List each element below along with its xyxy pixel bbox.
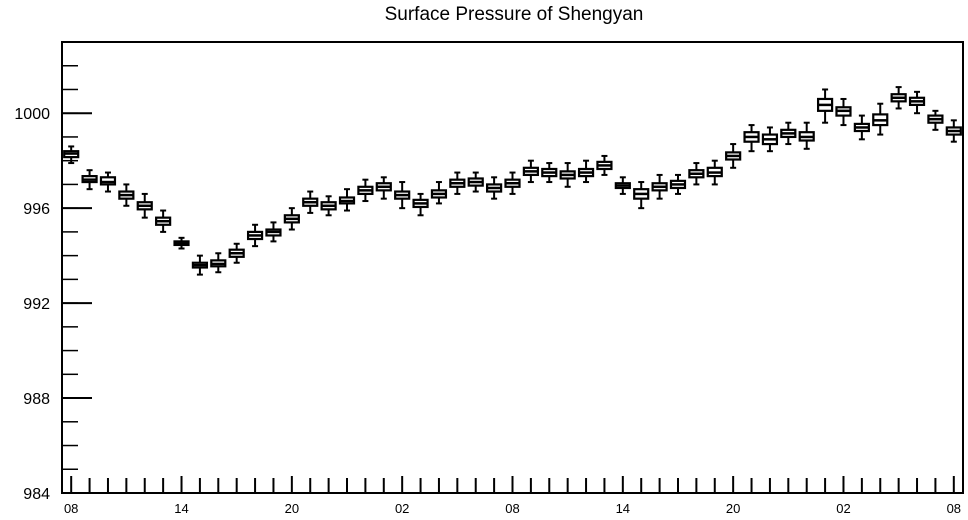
box	[651, 173, 668, 200]
box	[761, 126, 779, 153]
boxes	[63, 86, 962, 276]
box	[872, 102, 889, 136]
box	[835, 97, 852, 127]
box	[522, 159, 539, 184]
box	[596, 154, 613, 176]
x-tick-label: 20	[726, 501, 740, 516]
box	[633, 181, 650, 210]
box	[945, 119, 962, 143]
x-tick-label: 20	[285, 501, 299, 516]
box	[81, 169, 98, 191]
box	[743, 124, 760, 153]
box	[890, 86, 907, 110]
y-minor-ticks	[62, 41, 78, 494]
box	[357, 178, 374, 203]
box	[577, 159, 595, 184]
box	[688, 162, 705, 186]
box	[430, 181, 448, 205]
box	[136, 192, 153, 219]
box	[504, 171, 521, 195]
y-tick-label: 1000	[14, 106, 50, 123]
box	[210, 252, 227, 274]
box	[780, 121, 797, 146]
box	[302, 190, 319, 214]
x-tick-label: 14	[174, 501, 188, 516]
box	[908, 90, 926, 115]
box	[283, 207, 300, 231]
x-tick-label: 08	[947, 501, 961, 516]
box	[614, 176, 631, 195]
x-tick-label: 08	[505, 501, 519, 516]
box	[63, 145, 80, 165]
box	[118, 183, 135, 207]
y-tick-label: 984	[23, 486, 50, 503]
box	[265, 221, 282, 243]
box	[725, 143, 742, 169]
box	[155, 209, 172, 233]
box	[228, 242, 245, 264]
y-tick-label: 992	[23, 296, 50, 313]
box	[853, 114, 870, 141]
box	[541, 162, 558, 184]
y-axis: 984 988 992 996 1000	[14, 106, 92, 503]
box	[246, 223, 264, 248]
box	[320, 195, 337, 217]
box	[669, 173, 687, 195]
box	[99, 171, 117, 193]
x-tick-label: 02	[836, 501, 850, 516]
box	[191, 254, 209, 276]
box	[338, 188, 356, 212]
box	[412, 192, 429, 217]
box	[449, 171, 466, 195]
x-tick-label: 02	[395, 501, 409, 516]
y-tick-label: 996	[23, 201, 50, 218]
box	[559, 162, 576, 188]
box	[394, 181, 411, 210]
y-tick-label: 988	[23, 391, 50, 408]
box	[375, 176, 392, 200]
box	[467, 171, 484, 193]
chart-title: Surface Pressure of Shengyan	[384, 4, 644, 25]
x-tick-label: 08	[64, 501, 78, 516]
box	[816, 88, 834, 124]
box	[173, 236, 190, 250]
box	[706, 159, 723, 186]
box	[486, 176, 503, 200]
x-tick-label: 14	[616, 501, 630, 516]
box	[798, 121, 815, 150]
box	[927, 109, 944, 131]
x-axis: 08 14 20 02 08 14 20 02 08	[64, 476, 961, 516]
